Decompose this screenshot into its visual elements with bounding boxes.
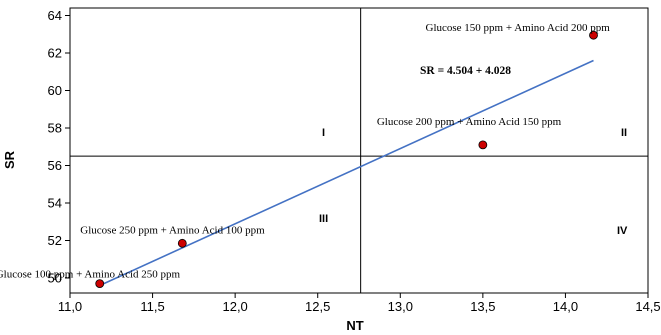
data-points [95, 30, 598, 289]
y-tick-label: 50 [48, 271, 62, 286]
x-tick-label: 11,5 [140, 299, 164, 314]
y-tick-label: 56 [48, 158, 62, 173]
y-axis: 50 52 54 56 58 60 62 64 [48, 8, 70, 286]
x-axis: 11,0 11,5 12,0 12,5 13,0 13,5 14,0 14,5 [58, 293, 661, 314]
plot-frame [69, 7, 649, 294]
x-tick-label: 14,0 [553, 299, 578, 314]
equation-label: SR = 4.504 + 4.028 [420, 65, 511, 77]
y-tick-label: 58 [48, 121, 62, 136]
x-tick-label: 13,5 [470, 299, 495, 314]
data-point [478, 140, 488, 150]
x-tick-label: 12,5 [305, 299, 330, 314]
data-point [95, 279, 105, 289]
x-axis-title: NT [346, 318, 363, 333]
point-label: Glucose 150 ppm + Amino Acid 200 ppm [426, 22, 611, 34]
x-tick-label: 11,0 [58, 299, 82, 314]
point-labels: Glucose 100 ppm + Amino Acid 250 ppm Gluc… [0, 22, 610, 280]
y-tick-label: 54 [48, 196, 62, 211]
quadrant-label-4: IV [617, 225, 628, 237]
point-label: Glucose 250 ppm + Amino Acid 100 ppm [80, 224, 265, 236]
trend-line [99, 59, 594, 287]
point-label: Glucose 100 ppm + Amino Acid 250 ppm [0, 269, 181, 281]
x-tick-label: 14,5 [635, 299, 660, 314]
y-tick-label: 60 [48, 83, 62, 98]
quadrant-label-1: I [322, 127, 325, 139]
quadrant-label-3: III [319, 213, 328, 225]
y-tick-label: 62 [48, 46, 62, 61]
quadrant-label-2: II [621, 127, 627, 139]
x-tick-label: 12,0 [222, 299, 247, 314]
y-tick-label: 64 [48, 8, 62, 23]
x-tick-label: 13,0 [388, 299, 413, 314]
y-tick-label: 52 [48, 233, 62, 248]
data-point [177, 238, 187, 248]
data-point [589, 30, 598, 40]
point-label: Glucose 200 ppm + Amino Acid 150 ppm [377, 116, 562, 128]
y-axis-title: SR [2, 150, 17, 169]
